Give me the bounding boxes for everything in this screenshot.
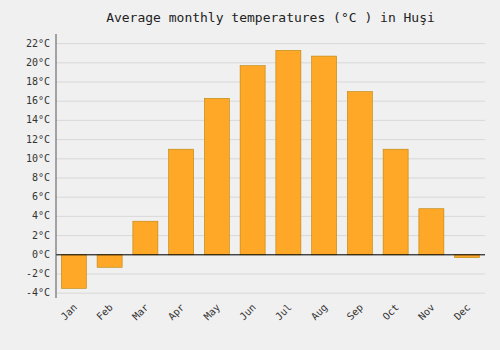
grid — [56, 44, 485, 294]
x-tick-label: Apr — [166, 302, 187, 323]
y-tick-label: 4°C — [32, 210, 50, 221]
y-tick-label: 18°C — [26, 76, 50, 87]
bar — [97, 255, 122, 267]
y-tick-label: 10°C — [26, 153, 50, 164]
grid-line — [56, 293, 485, 294]
bar — [133, 221, 158, 255]
x-tick-label: Nov — [416, 302, 437, 323]
bar — [312, 56, 337, 255]
y-tick-label: 12°C — [26, 134, 50, 145]
bar — [383, 149, 408, 255]
zero-line — [56, 254, 485, 255]
grid-line — [56, 139, 485, 140]
x-tick-label: Oct — [380, 302, 401, 323]
y-tick-label: 0°C — [32, 249, 50, 260]
bar — [169, 149, 194, 255]
bar — [276, 50, 301, 254]
x-tick-label: Mar — [130, 302, 151, 323]
x-tick-label: Jan — [59, 302, 80, 323]
y-tick-label: 22°C — [26, 38, 50, 49]
grid-line — [56, 178, 485, 179]
title: Average monthly temperatures (°C ) in Hu… — [106, 10, 435, 25]
bar — [419, 209, 444, 255]
y-tick-label: -4°C — [26, 287, 50, 298]
grid-line — [56, 101, 485, 102]
bar — [240, 66, 265, 255]
grid-line — [56, 254, 485, 255]
y-tick-label: 20°C — [26, 57, 50, 68]
bars — [61, 50, 479, 288]
bar — [204, 98, 229, 254]
x-tick-label: Jun — [237, 302, 258, 323]
x-tick-label: Jul — [273, 302, 294, 323]
x-tick-label: Sep — [345, 302, 366, 323]
y-axis-line — [56, 34, 57, 298]
bar — [347, 92, 372, 255]
x-tick-label: Feb — [94, 302, 115, 323]
chart-container: -4°C -2°C 0°C 2°C 4°C 6°C 8°C 10°C 12°C 14°C 16°C 1… — [0, 0, 500, 350]
grid-line — [56, 197, 485, 198]
y-tick-label: -2°C — [26, 268, 50, 279]
background — [0, 0, 500, 350]
y-tick-label: 16°C — [26, 95, 50, 106]
grid-line — [56, 62, 485, 63]
bar — [61, 255, 86, 289]
y-axis: -4°C -2°C 0°C 2°C 4°C 6°C 8°C 10°C 12°C 14°C 16°C 1… — [26, 38, 50, 299]
grid-line — [56, 43, 485, 44]
grid-line — [56, 158, 485, 159]
x-tick-label: May — [202, 302, 223, 323]
x-axis: Jan Feb Mar Apr May Jun Jul Aug Sep Oct Nov Dec — [59, 302, 473, 323]
y-tick-label: 14°C — [26, 114, 50, 125]
x-tick-label: Aug — [309, 302, 330, 323]
y-tick-label: 8°C — [32, 172, 50, 183]
grid-line — [56, 274, 485, 275]
x-tick-label: Dec — [452, 302, 473, 323]
grid-line — [56, 82, 485, 83]
chart: -4°C -2°C 0°C 2°C 4°C 6°C 8°C 10°C 12°C 14°C 16°C 1… — [0, 0, 500, 350]
y-tick-label: 6°C — [32, 191, 50, 202]
grid-line — [56, 120, 485, 121]
y-tick-label: 2°C — [32, 230, 50, 241]
